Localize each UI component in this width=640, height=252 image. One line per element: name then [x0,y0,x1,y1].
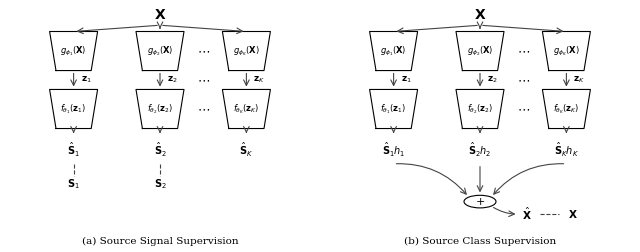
Text: $\hat{\mathbf{X}}$: $\hat{\mathbf{X}}$ [522,206,531,222]
Text: $g_{\phi_1}(\mathbf{X})$: $g_{\phi_1}(\mathbf{X})$ [60,44,87,58]
Text: $\cdots$: $\cdots$ [516,103,530,115]
Text: $g_{\phi_2}(\mathbf{X})$: $g_{\phi_2}(\mathbf{X})$ [467,44,493,58]
Text: $\cdots$: $\cdots$ [196,103,210,115]
Text: $+$: $+$ [475,196,485,207]
Text: $\hat{\mathbf{S}}_1 h_1$: $\hat{\mathbf{S}}_1 h_1$ [382,141,405,159]
Text: $\hat{\mathbf{S}}_2$: $\hat{\mathbf{S}}_2$ [154,141,166,159]
Text: $\mathbf{S}_2$: $\mathbf{S}_2$ [154,177,166,191]
Polygon shape [136,89,184,129]
Polygon shape [543,89,590,129]
Text: $\hat{\mathbf{S}}_2 h_2$: $\hat{\mathbf{S}}_2 h_2$ [468,141,492,159]
Text: $f_{\theta_2}(\mathbf{z}_2)$: $f_{\theta_2}(\mathbf{z}_2)$ [147,102,173,116]
Polygon shape [50,32,97,71]
Text: $\cdots$: $\cdots$ [516,45,530,57]
Text: $\cdots$: $\cdots$ [196,74,210,86]
Text: $f_{\theta_1}(\mathbf{z}_1)$: $f_{\theta_1}(\mathbf{z}_1)$ [60,102,87,116]
Polygon shape [370,89,417,129]
Polygon shape [456,89,504,129]
Text: $g_{\phi_K}(\mathbf{X})$: $g_{\phi_K}(\mathbf{X})$ [553,44,580,58]
Polygon shape [223,32,270,71]
Text: $\hat{\mathbf{S}}_K$: $\hat{\mathbf{S}}_K$ [239,141,253,159]
Text: $f_{\theta_2}(\mathbf{z}_2)$: $f_{\theta_2}(\mathbf{z}_2)$ [467,102,493,116]
Text: $\mathbf{X}$: $\mathbf{X}$ [568,208,577,220]
Polygon shape [223,89,270,129]
Polygon shape [136,32,184,71]
Text: $g_{\phi_K}(\mathbf{X})$: $g_{\phi_K}(\mathbf{X})$ [233,44,260,58]
Text: $\cdots$: $\cdots$ [196,45,210,57]
Polygon shape [543,32,590,71]
Text: $\mathbf{z}_K$: $\mathbf{z}_K$ [573,75,586,85]
Text: $f_{\theta_1}(\mathbf{z}_1)$: $f_{\theta_1}(\mathbf{z}_1)$ [380,102,407,116]
Text: $\mathbf{z}_K$: $\mathbf{z}_K$ [253,75,266,85]
Text: $\hat{\mathbf{S}}_1$: $\hat{\mathbf{S}}_1$ [67,141,80,159]
Text: $\mathbf{X}$: $\mathbf{X}$ [154,8,166,22]
Circle shape [464,195,496,208]
Text: $f_{\theta_K}(\mathbf{z}_K)$: $f_{\theta_K}(\mathbf{z}_K)$ [553,102,580,116]
Text: $\hat{\mathbf{S}}_K h_K$: $\hat{\mathbf{S}}_K h_K$ [554,141,579,159]
Text: $g_{\phi_1}(\mathbf{X})$: $g_{\phi_1}(\mathbf{X})$ [380,44,407,58]
Text: $\mathbf{z}_1$: $\mathbf{z}_1$ [401,75,412,85]
Text: $\mathbf{z}_2$: $\mathbf{z}_2$ [167,75,178,85]
Text: $g_{\phi_2}(\mathbf{X})$: $g_{\phi_2}(\mathbf{X})$ [147,44,173,58]
Polygon shape [456,32,504,71]
Text: $f_{\theta_K}(\mathbf{z}_K)$: $f_{\theta_K}(\mathbf{z}_K)$ [233,102,260,116]
Text: $\mathbf{S}_1$: $\mathbf{S}_1$ [67,177,80,191]
Polygon shape [370,32,417,71]
Text: $\mathbf{X}$: $\mathbf{X}$ [474,8,486,22]
Text: (a) Source Signal Supervision: (a) Source Signal Supervision [82,237,238,246]
Text: $\mathbf{z}_2$: $\mathbf{z}_2$ [487,75,498,85]
Polygon shape [50,89,97,129]
Text: (b) Source Class Supervision: (b) Source Class Supervision [404,237,556,246]
Text: $\cdots$: $\cdots$ [516,74,530,86]
Text: $\mathbf{z}_1$: $\mathbf{z}_1$ [81,75,92,85]
